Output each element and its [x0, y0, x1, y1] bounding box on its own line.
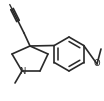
Text: O: O: [94, 59, 100, 68]
Text: N: N: [19, 66, 25, 76]
